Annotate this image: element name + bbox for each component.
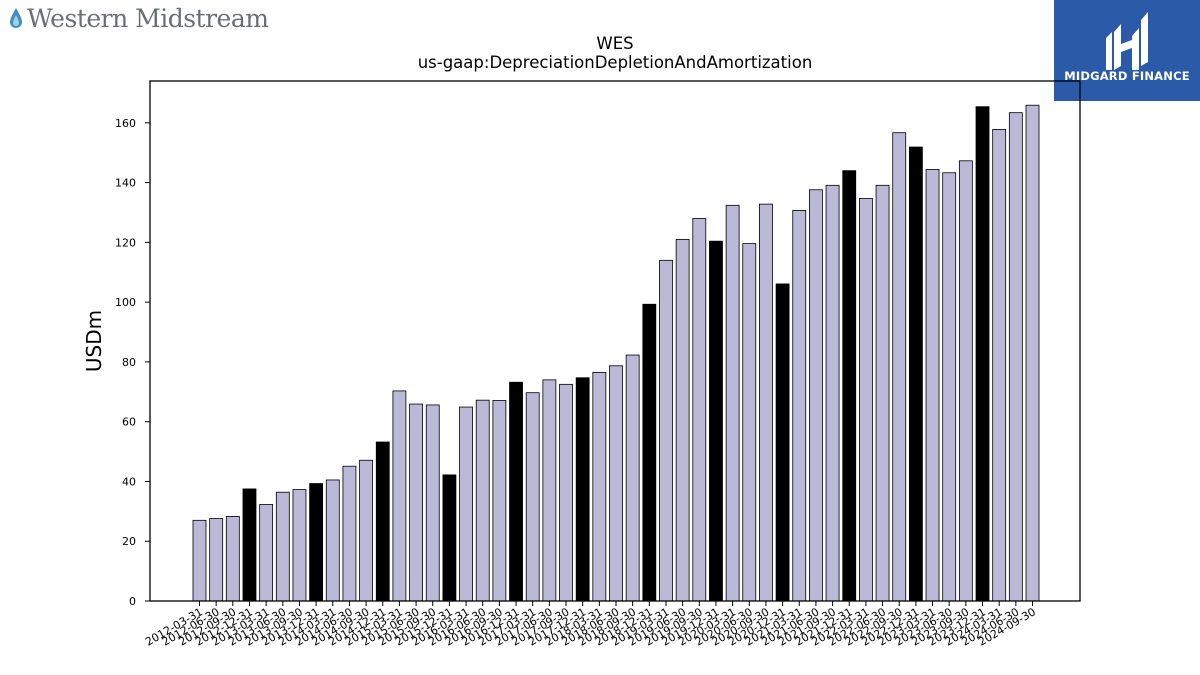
bar-2020-06-30 [742, 243, 757, 602]
bar-2012-12-31 [242, 488, 257, 602]
bar-2015-09-30 [425, 404, 440, 602]
bar-2013-06-30 [275, 491, 290, 602]
bar-2013-12-31 [309, 483, 324, 602]
company-logo-text: Western Midstream [27, 3, 269, 33]
bar-2019-12-31 [709, 240, 723, 602]
bar-2017-03-31 [525, 392, 540, 602]
bar-2020-12-31 [775, 283, 790, 602]
bar-2023-12-31 [975, 106, 990, 602]
company-logo: Western Midstream [6, 2, 269, 34]
bar-2022-09-30 [892, 132, 907, 602]
bar-2020-09-30 [759, 203, 773, 602]
bar-2014-03-31 [325, 479, 340, 602]
bar-2016-12-31 [509, 381, 523, 602]
y-tick-label: 160 [115, 117, 136, 130]
bar-2023-09-30 [958, 160, 973, 602]
midgard-finance-brand: MIDGARD FINANCE [1054, 0, 1200, 101]
bar-2019-03-31 [659, 259, 673, 602]
bar-2014-12-31 [375, 441, 390, 602]
y-axis-label: USDm [82, 310, 106, 372]
bar-2018-09-30 [625, 354, 640, 602]
y-tick-label: 80 [122, 356, 136, 369]
bars-layer [192, 104, 1040, 602]
bar-2019-06-30 [675, 238, 690, 602]
bar-2024-09-30 [1025, 104, 1040, 602]
bar-2017-09-30 [559, 383, 573, 602]
plot-area-frame [149, 80, 1081, 602]
y-axis-ticks: 0 20 40 60 80 100 120 140 160 [115, 117, 150, 608]
y-tick-label: 40 [122, 475, 136, 488]
bar-2022-06-30 [875, 184, 890, 602]
bar-2012-06-30 [209, 518, 224, 602]
bar-2016-06-30 [475, 399, 490, 602]
y-tick-label: 140 [115, 177, 136, 190]
bar-2018-12-31 [642, 303, 657, 602]
bar-2022-03-31 [859, 198, 873, 602]
bar-2014-06-30 [342, 465, 357, 602]
bar-2021-06-30 [809, 189, 823, 602]
bar-2016-09-30 [492, 400, 507, 602]
bar-2023-06-30 [942, 172, 957, 602]
y-tick-label: 60 [122, 416, 136, 429]
x-axis-ticks: 2012-03-312012-06-302012-09-302012-12-31… [143, 601, 1038, 649]
bar-2024-03-31 [992, 129, 1007, 602]
bar-2021-12-31 [842, 170, 857, 602]
bar-2012-03-31 [192, 519, 207, 602]
bar-2014-09-30 [359, 459, 374, 602]
bar-2018-03-31 [592, 371, 607, 602]
bar-2024-06-30 [1008, 112, 1023, 602]
y-tick-label: 0 [129, 595, 136, 608]
bar-2015-03-31 [392, 390, 407, 602]
bar-2012-09-30 [225, 516, 240, 602]
western-midstream-logo-icon [10, 8, 22, 28]
chart-subtitle: us-gaap:DepreciationDepletionAndAmortiza… [418, 53, 813, 72]
midgard-finance-logo-icon [1106, 12, 1148, 70]
y-tick-label: 120 [115, 236, 136, 249]
bar-2013-03-31 [259, 504, 274, 602]
bar-2019-09-30 [692, 218, 707, 602]
y-tick-label: 100 [115, 296, 136, 309]
bar-2017-06-30 [542, 379, 557, 602]
bar-2015-12-31 [442, 474, 457, 602]
chart-title: WES [596, 34, 633, 53]
bar-2020-03-31 [725, 204, 740, 602]
bar-2022-12-31 [908, 146, 923, 602]
bar-2021-03-31 [792, 209, 807, 602]
bar-2018-06-30 [609, 365, 623, 602]
brand-name: MIDGARD FINANCE [1064, 69, 1190, 83]
bar-2015-06-30 [409, 403, 423, 602]
bar-2013-09-30 [292, 489, 307, 602]
y-tick-label: 20 [122, 535, 136, 548]
bar-2017-12-31 [575, 377, 590, 602]
bar-2016-03-31 [459, 406, 473, 602]
bar-2023-03-31 [925, 169, 940, 602]
bar-2021-09-30 [825, 184, 840, 602]
